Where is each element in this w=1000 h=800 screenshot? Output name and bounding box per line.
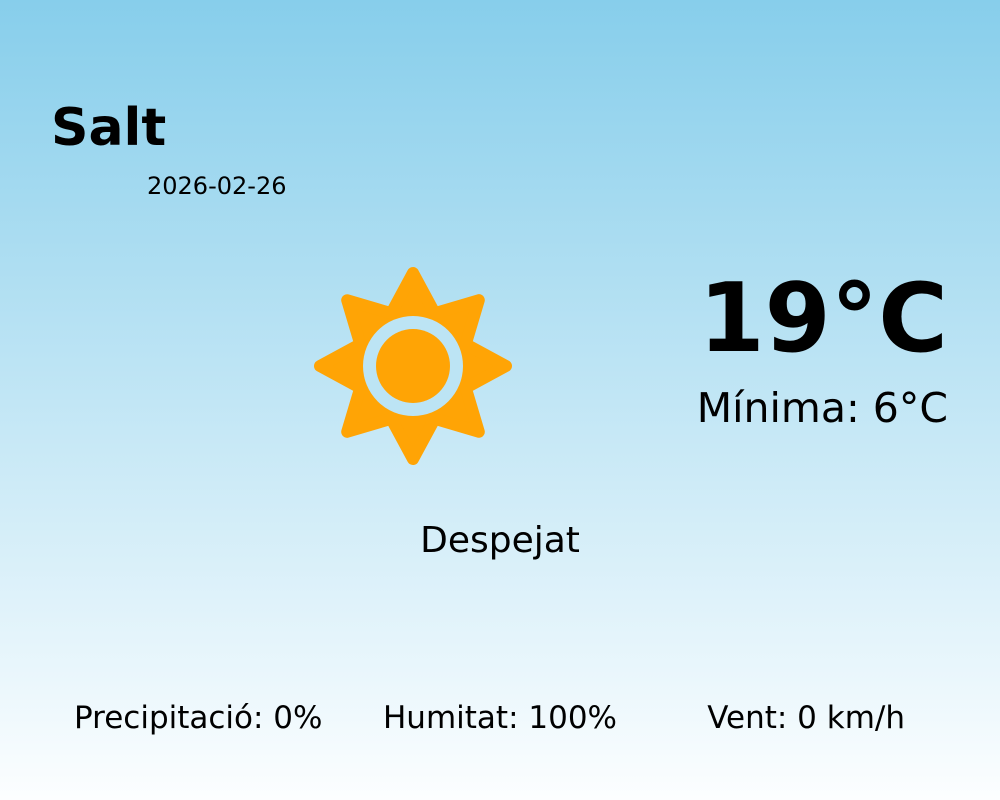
sun-icon <box>313 265 513 467</box>
precipitation-stat: Precipitació: 0% <box>74 700 323 736</box>
stats-row: Precipitació: 0% Humitat: 100% Vent: 0 k… <box>0 703 1000 745</box>
location-title: Salt <box>51 98 167 158</box>
humidity-stat: Humitat: 100% <box>383 700 617 736</box>
forecast-date: 2026-02-26 <box>147 172 287 200</box>
wind-stat: Vent: 0 km/h <box>707 700 905 736</box>
condition-text: Despejat <box>420 520 580 561</box>
temperature-block: 19°C Mínima: 6°C <box>697 272 948 429</box>
current-temperature: 19°C <box>698 264 948 374</box>
minimum-temperature: Mínima: 6°C <box>696 384 948 432</box>
